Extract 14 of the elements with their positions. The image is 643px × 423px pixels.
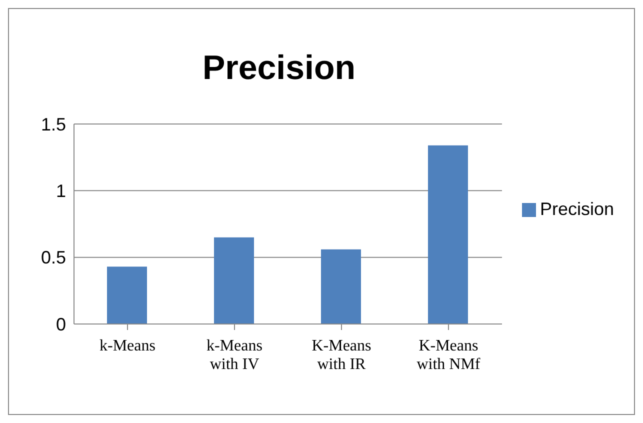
y-tick-label: 0	[56, 314, 66, 334]
y-tick-label: 1.5	[40, 114, 66, 134]
chart-title: Precision	[201, 49, 357, 88]
y-tick-label: 0.5	[40, 248, 66, 268]
x-tick-label: k-Means with IV	[206, 337, 262, 373]
bar	[214, 237, 254, 324]
x-tick-label: k-Means	[100, 337, 156, 354]
x-tick-label: K-Means with IR	[312, 337, 372, 373]
bar	[107, 266, 147, 324]
bar	[428, 145, 468, 324]
x-tick-label: K-Means with NMf	[416, 337, 481, 373]
bar	[320, 249, 361, 324]
y-tick-label: 1	[56, 181, 66, 202]
legend-label: Precision	[540, 198, 614, 218]
